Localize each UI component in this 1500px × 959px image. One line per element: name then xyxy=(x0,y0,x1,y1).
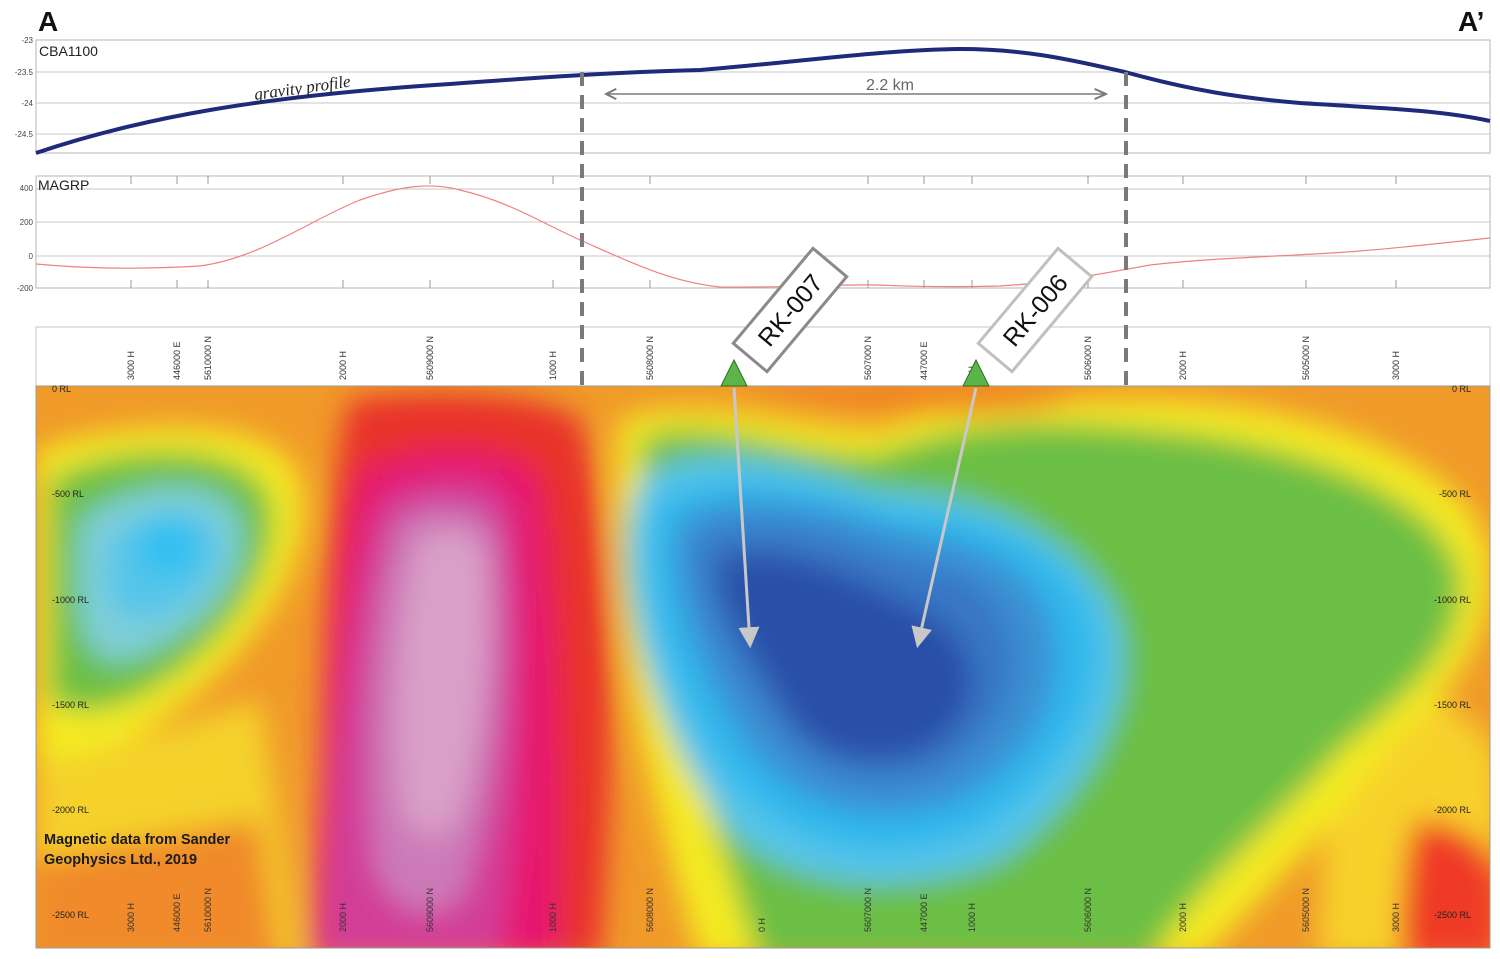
drillhole-collar-rk-006[interactable] xyxy=(962,358,990,387)
rl-left-3: -1500 RL xyxy=(52,700,89,710)
drillhole-collar-rk-007[interactable] xyxy=(720,358,748,387)
data-credit: Magnetic data from Sander Geophysics Ltd… xyxy=(44,830,230,870)
rl-right-5: -2500 RL xyxy=(1434,910,1471,920)
station-labels-top: 3000 H 446000 E 5610000 N 2000 H 5609000… xyxy=(126,336,1401,380)
magnetic-tick-3: -200 xyxy=(17,284,34,293)
station-bottom-8: 5607000 N xyxy=(863,888,873,932)
rl-left-2: -1000 RL xyxy=(52,595,89,605)
station-bottom-1: 446000 E xyxy=(172,893,182,932)
station-bottom-5: 1000 H xyxy=(548,903,558,932)
station-bottom-11: 5606000 N xyxy=(1083,888,1093,932)
station-bottom-13: 5605000 N xyxy=(1301,888,1311,932)
gravity-profile-line xyxy=(35,46,1491,155)
station-top-7: 5607000 N xyxy=(863,336,873,380)
data-credit-line-1: Magnetic data from Sander xyxy=(44,832,231,848)
station-bottom-4: 5609000 N xyxy=(425,888,435,932)
magnetic-panel: 400 200 0 -200 MAGRP xyxy=(17,175,1491,293)
station-top-6: 5608000 N xyxy=(645,336,655,380)
station-top-3: 2000 H xyxy=(338,351,348,380)
gravity-channel-name: CBA1100 xyxy=(39,43,98,59)
rl-labels-left: 0 RL -500 RL -1000 RL -1500 RL -2000 RL … xyxy=(52,384,89,920)
station-top-13: 3000 H xyxy=(1391,351,1401,380)
gravity-tick-3: -24.5 xyxy=(15,130,34,139)
station-bottom-2: 5610000 N xyxy=(203,888,213,932)
gravity-tick-0: -23 xyxy=(21,36,33,45)
station-bottom-6: 5608000 N xyxy=(645,888,655,932)
station-bottom-7: 0 H xyxy=(757,918,767,932)
station-bottom-10: 1000 H xyxy=(967,903,977,932)
section-start-label: A xyxy=(38,6,59,37)
rl-right-4: -2000 RL xyxy=(1434,805,1471,815)
station-bottom-9: 447000 E xyxy=(919,893,929,932)
magnetic-tick-1: 200 xyxy=(20,218,34,227)
magnetic-profile-line xyxy=(35,185,1491,288)
section-frame xyxy=(35,385,1491,949)
magnetic-inversion-section xyxy=(36,386,1490,948)
station-top-0: 3000 H xyxy=(126,351,136,380)
station-top-1: 446000 E xyxy=(172,341,182,380)
station-bottom-14: 3000 H xyxy=(1391,903,1401,932)
rl-left-5: -2500 RL xyxy=(52,910,89,920)
rl-left-0: 0 RL xyxy=(52,384,71,394)
station-labels-bottom: 3000 H 446000 E 5610000 N 2000 H 5609000… xyxy=(126,888,1401,932)
station-top-4: 5609000 N xyxy=(425,336,435,380)
rl-right-0: 0 RL xyxy=(1452,384,1471,394)
station-top-11: 2000 H xyxy=(1178,351,1188,380)
rl-right-1: -500 RL xyxy=(1439,489,1471,499)
gravity-tick-1: -23.5 xyxy=(15,68,34,77)
magnetic-channel-name: MAGRP xyxy=(38,177,89,193)
station-top-12: 5605000 N xyxy=(1301,336,1311,380)
magnetic-station-ticks xyxy=(130,176,1397,288)
rl-left-4: -2000 RL xyxy=(52,805,89,815)
station-top-2: 5610000 N xyxy=(203,336,213,380)
drillhole-trace-rk-007 xyxy=(732,387,760,649)
section-end-label: A’ xyxy=(1458,6,1485,37)
rl-labels-right: 0 RL -500 RL -1000 RL -1500 RL -2000 RL … xyxy=(1434,384,1471,920)
station-top-10: 5606000 N xyxy=(1083,336,1093,380)
gravity-tick-2: -24 xyxy=(21,99,33,108)
rl-right-3: -1500 RL xyxy=(1434,700,1471,710)
station-top-8: 447000 E xyxy=(919,341,929,380)
magnetic-tick-2: 0 xyxy=(29,252,34,261)
drillhole-trace-rk-006 xyxy=(911,387,978,649)
station-top-5: 1000 H xyxy=(548,351,558,380)
rl-left-1: -500 RL xyxy=(52,489,84,499)
magnetic-tick-0: 400 xyxy=(20,184,34,193)
station-bottom-12: 2000 H xyxy=(1178,903,1188,932)
station-bottom-0: 3000 H xyxy=(126,903,136,932)
station-bottom-3: 2000 H xyxy=(338,903,348,932)
distance-label: 2.2 km xyxy=(866,77,914,94)
rl-right-2: -1000 RL xyxy=(1434,595,1471,605)
data-credit-line-2: Geophysics Ltd., 2019 xyxy=(44,852,198,868)
